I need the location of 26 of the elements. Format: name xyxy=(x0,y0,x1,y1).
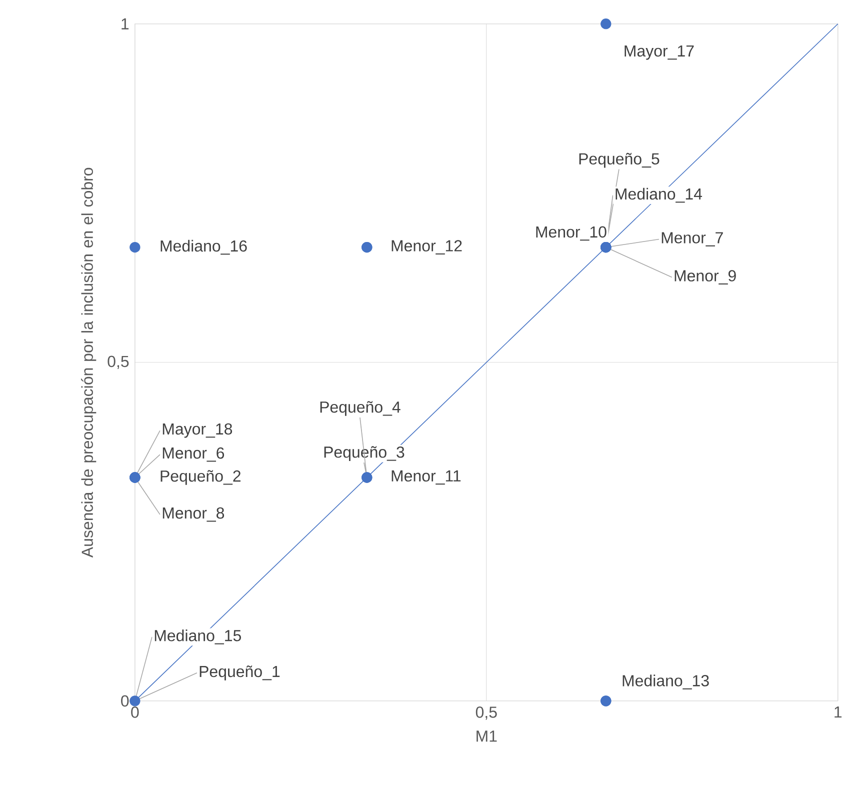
annotation: Pequeño_5 xyxy=(579,152,660,168)
annotation: Menor_10 xyxy=(536,226,606,241)
annotation: Menor_8 xyxy=(162,507,224,522)
annotation: Mediano_15 xyxy=(154,630,241,644)
y-tick-label: 1 xyxy=(122,18,129,30)
y-axis-title: Ausencia de preocupación por la inclusión en el cobro xyxy=(81,168,96,558)
y-tick-label: 0 xyxy=(121,695,129,707)
annotation: Pequeño_2 xyxy=(160,470,241,485)
x-axis-title: M1 xyxy=(476,730,497,742)
annotation: Pequeño_4 xyxy=(320,401,400,416)
annotation: Menor_9 xyxy=(674,270,736,284)
annotation: Menor_7 xyxy=(662,232,723,246)
x-tick-label: 0,5 xyxy=(476,706,497,720)
annotation: Mayor_17 xyxy=(624,45,694,60)
x-tick-label: 0 xyxy=(131,706,139,718)
annotation: Pequeño_3 xyxy=(324,446,404,461)
annotation: Menor_12 xyxy=(392,240,462,254)
x-tick-label: 1 xyxy=(834,706,842,718)
annotation: Mayor_18 xyxy=(162,423,232,438)
annotation: Menor_6 xyxy=(162,447,224,462)
annotation: Menor_11 xyxy=(392,470,461,485)
annotation: Mediano_13 xyxy=(622,674,709,690)
y-tick-label: 0,5 xyxy=(108,356,129,369)
annotation: Mediano_14 xyxy=(616,188,702,203)
annotation: Pequeño_1 xyxy=(200,666,280,680)
annotation: Mediano_16 xyxy=(160,240,247,255)
